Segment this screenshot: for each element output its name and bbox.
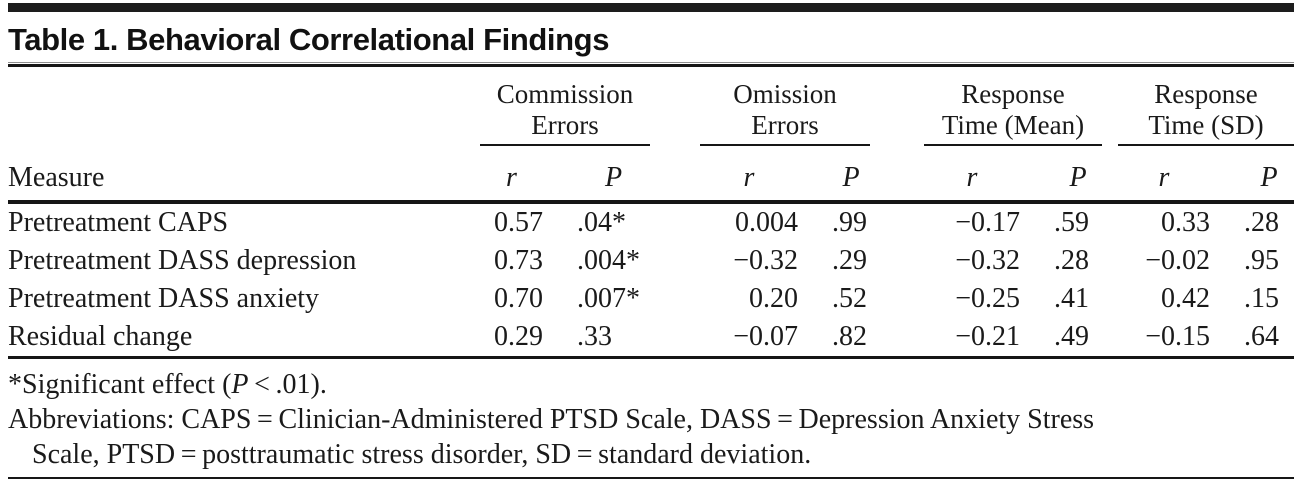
abbreviations-footnote-line1: Abbreviations: CAPS = Clinician-Administ… — [8, 404, 1095, 435]
row-label: Pretreatment CAPS — [8, 207, 229, 238]
value-cell: −0.17 — [955, 207, 1020, 238]
value-cell: .64 — [1218, 318, 1294, 359]
value-cell: .33 — [551, 318, 650, 359]
value-cell: .52 — [832, 283, 867, 314]
row-label: Pretreatment DASS depression — [8, 245, 357, 276]
value-cell: .04* — [577, 207, 626, 238]
group-gap — [1102, 202, 1118, 242]
value-cell: .004* — [577, 245, 640, 276]
title-rule — [8, 62, 1294, 67]
value-cell: 0.70 — [494, 283, 543, 314]
measure-spacer — [8, 67, 480, 145]
col-header-r: r — [480, 145, 551, 204]
col-header-p: P — [1218, 145, 1294, 204]
value-cell: −0.15 — [1118, 318, 1218, 359]
table-footnotes: *Significant effect (P < .01). Abbreviat… — [8, 367, 1294, 472]
value-cell: 0.42 — [1161, 283, 1210, 314]
table-row: Pretreatment CAPS 0.57 .04* 0.004 .99 −0… — [8, 202, 1294, 242]
significance-p-symbol: P — [231, 369, 249, 400]
value-cell: −0.21 — [924, 318, 1028, 359]
group-gap — [870, 202, 924, 242]
table-title: Table 1. Behavioral Correlational Findin… — [8, 22, 610, 57]
col-header-r: r — [924, 145, 1028, 204]
value-cell: 0.20 — [749, 283, 798, 314]
group-gap — [870, 67, 924, 145]
significance-footnote: *Significant effect (P < .01). — [8, 367, 1294, 402]
col-header-r: r — [1118, 145, 1218, 204]
value-cell: .41 — [1054, 283, 1089, 314]
value-cell: .29 — [832, 245, 867, 276]
group-gap — [1102, 242, 1118, 280]
value-cell: .82 — [806, 318, 870, 359]
group-gap — [870, 242, 924, 280]
table-row: Pretreatment DASS depression 0.73 .004* … — [8, 242, 1294, 280]
table-row: Pretreatment DASS anxiety 0.70 .007* 0.2… — [8, 280, 1294, 318]
group-gap — [650, 202, 700, 242]
significance-text-suffix: < .01). — [248, 369, 327, 400]
correlation-table: Commission Errors Omission Errors Respon… — [8, 67, 1294, 359]
bottom-rule — [8, 477, 1294, 479]
value-cell: .007* — [577, 283, 640, 314]
row-label: Pretreatment DASS anxiety — [8, 283, 320, 314]
group-gap — [650, 318, 700, 359]
group-gap — [650, 242, 700, 280]
value-cell: .49 — [1028, 318, 1102, 359]
value-cell: .59 — [1054, 207, 1089, 238]
value-cell: −0.02 — [1145, 245, 1210, 276]
value-cell: 0.57 — [494, 207, 543, 238]
value-cell: .28 — [1054, 245, 1089, 276]
col-header-measure: Measure — [8, 145, 480, 204]
col-header-r: r — [700, 145, 806, 204]
group-gap — [1102, 280, 1118, 318]
value-cell: .15 — [1244, 283, 1279, 314]
top-rule — [8, 3, 1294, 12]
significance-text-prefix: *Significant effect ( — [8, 369, 232, 400]
col-header-p: P — [551, 145, 650, 204]
col-header-p: P — [1028, 145, 1102, 204]
abbreviations-footnote-line2: Scale, PTSD = posttraumatic stress disor… — [32, 439, 812, 470]
table-figure: Table 1. Behavioral Correlational Findin… — [0, 3, 1302, 479]
value-cell: −0.32 — [733, 245, 798, 276]
table-row: Residual change 0.29 .33 −0.07 .82 −0.21… — [8, 318, 1294, 359]
column-header-row: Measure r P r P r P r P — [8, 145, 1294, 204]
value-cell: .95 — [1244, 245, 1279, 276]
col-header-p: P — [806, 145, 870, 204]
column-group-row: Commission Errors Omission Errors Respon… — [8, 67, 1294, 146]
value-cell: −0.32 — [955, 245, 1020, 276]
group-gap — [1102, 318, 1118, 359]
value-cell: .28 — [1244, 207, 1279, 238]
column-group-commission-errors: Commission Errors — [480, 67, 650, 146]
value-cell: .99 — [832, 207, 867, 238]
value-cell: 0.73 — [494, 245, 543, 276]
group-gap — [650, 145, 700, 204]
value-cell: −0.07 — [700, 318, 806, 359]
row-label: Residual change — [8, 318, 480, 359]
column-group-response-time-mean: Response Time (Mean) — [924, 67, 1102, 146]
group-gap — [1102, 67, 1118, 145]
group-gap — [650, 67, 700, 145]
column-group-omission-errors: Omission Errors — [700, 67, 870, 146]
value-cell: −0.25 — [955, 283, 1020, 314]
group-gap — [650, 280, 700, 318]
value-cell: 0.33 — [1161, 207, 1210, 238]
group-gap — [870, 280, 924, 318]
value-cell: 0.29 — [480, 318, 551, 359]
column-group-response-time-sd: Response Time (SD) — [1118, 67, 1294, 146]
group-gap — [1102, 145, 1118, 204]
group-gap — [870, 145, 924, 204]
group-gap — [870, 318, 924, 359]
value-cell: 0.004 — [735, 207, 798, 238]
